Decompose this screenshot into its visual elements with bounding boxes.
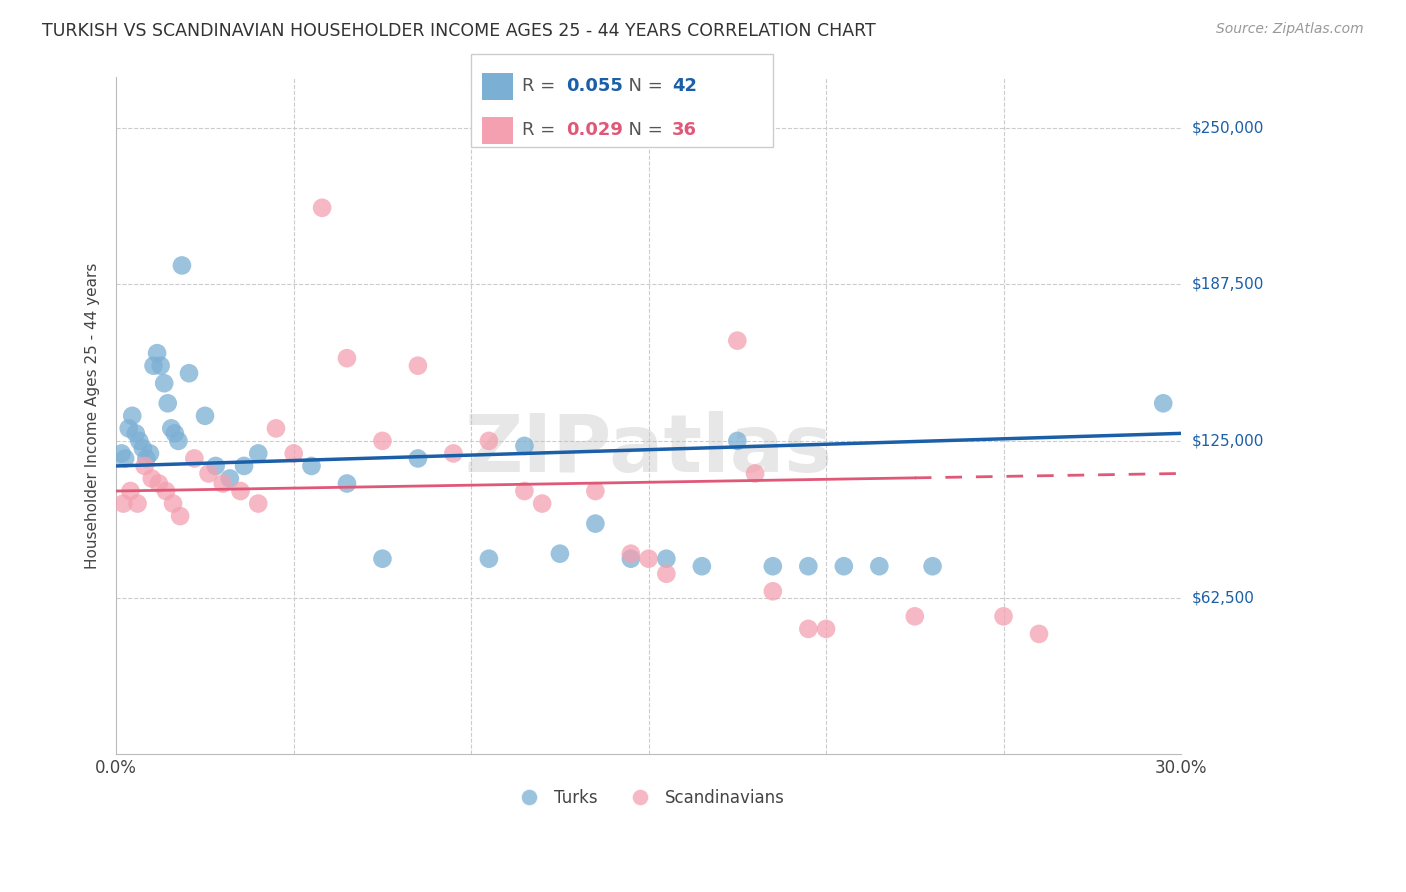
Text: $125,000: $125,000 (1192, 434, 1264, 449)
Text: $187,500: $187,500 (1192, 277, 1264, 292)
Point (211, 476, 233, 491)
Text: N =: N = (617, 78, 669, 95)
Point (163, 426, 186, 441)
Point (141, 471, 163, 485)
Point (128, 434, 150, 448)
Point (156, 396, 179, 410)
Point (1152, 396, 1174, 410)
Point (762, 559, 785, 574)
Y-axis label: Householder Income Ages 25 - 44 years: Householder Income Ages 25 - 44 years (86, 262, 100, 569)
Point (441, 446, 464, 460)
Point (139, 446, 162, 460)
Point (194, 409, 217, 423)
Point (904, 609, 927, 624)
Point (548, 547, 571, 561)
Text: 36: 36 (672, 121, 697, 139)
Point (371, 434, 394, 448)
Point (832, 559, 855, 574)
Point (169, 509, 191, 524)
Text: $250,000: $250,000 (1192, 120, 1264, 135)
Point (233, 458, 256, 473)
Point (311, 201, 333, 215)
Point (513, 439, 536, 453)
Point (218, 471, 240, 485)
Point (177, 366, 200, 380)
Point (132, 442, 155, 456)
Point (921, 559, 943, 574)
Point (1028, 627, 1050, 641)
Point (725, 434, 748, 448)
Point (110, 446, 132, 460)
Text: $62,500: $62,500 (1192, 590, 1256, 605)
Point (135, 451, 157, 466)
Point (125, 426, 148, 441)
Point (146, 346, 169, 360)
Point (583, 516, 606, 531)
Point (120, 483, 142, 498)
Point (204, 458, 226, 473)
Point (993, 609, 1015, 624)
Point (127, 497, 149, 511)
Text: 0.055: 0.055 (567, 78, 623, 95)
Point (725, 334, 748, 348)
Point (155, 483, 177, 498)
Point (371, 551, 394, 566)
Text: 0.029: 0.029 (567, 121, 623, 139)
Point (531, 497, 554, 511)
Point (513, 483, 536, 498)
Point (583, 483, 606, 498)
Point (134, 458, 156, 473)
Point (620, 551, 643, 566)
Point (197, 467, 219, 481)
Point (478, 434, 501, 448)
Point (118, 421, 141, 435)
Text: 42: 42 (672, 78, 697, 95)
Text: TURKISH VS SCANDINAVIAN HOUSEHOLDER INCOME AGES 25 - 44 YEARS CORRELATION CHART: TURKISH VS SCANDINAVIAN HOUSEHOLDER INCO… (42, 22, 876, 40)
Point (336, 351, 359, 366)
Point (149, 359, 172, 373)
Point (167, 434, 190, 448)
Point (247, 446, 270, 460)
Legend: Turks, Scandinavians: Turks, Scandinavians (506, 782, 792, 814)
Text: ZIPatlas: ZIPatlas (464, 410, 832, 489)
Point (744, 467, 766, 481)
Text: Source: ZipAtlas.com: Source: ZipAtlas.com (1216, 22, 1364, 37)
Point (336, 476, 359, 491)
Point (637, 551, 659, 566)
Point (247, 497, 270, 511)
Point (478, 551, 501, 566)
Point (160, 421, 183, 435)
Point (406, 451, 429, 466)
Point (183, 451, 205, 466)
Point (868, 559, 890, 574)
Point (797, 622, 820, 636)
Point (655, 551, 678, 566)
Point (283, 446, 305, 460)
Point (114, 451, 136, 466)
Point (406, 359, 429, 373)
Point (142, 359, 165, 373)
Point (762, 584, 785, 599)
Point (797, 559, 820, 574)
Point (148, 476, 170, 491)
Point (655, 566, 678, 581)
Point (121, 409, 143, 423)
Point (229, 483, 252, 498)
Point (690, 559, 713, 574)
Point (162, 497, 184, 511)
Point (170, 259, 193, 273)
Point (620, 547, 643, 561)
Point (153, 376, 176, 391)
Point (264, 421, 287, 435)
Text: R =: R = (522, 78, 561, 95)
Point (301, 458, 323, 473)
Text: N =: N = (617, 121, 669, 139)
Point (815, 622, 838, 636)
Text: R =: R = (522, 121, 561, 139)
Point (112, 497, 135, 511)
